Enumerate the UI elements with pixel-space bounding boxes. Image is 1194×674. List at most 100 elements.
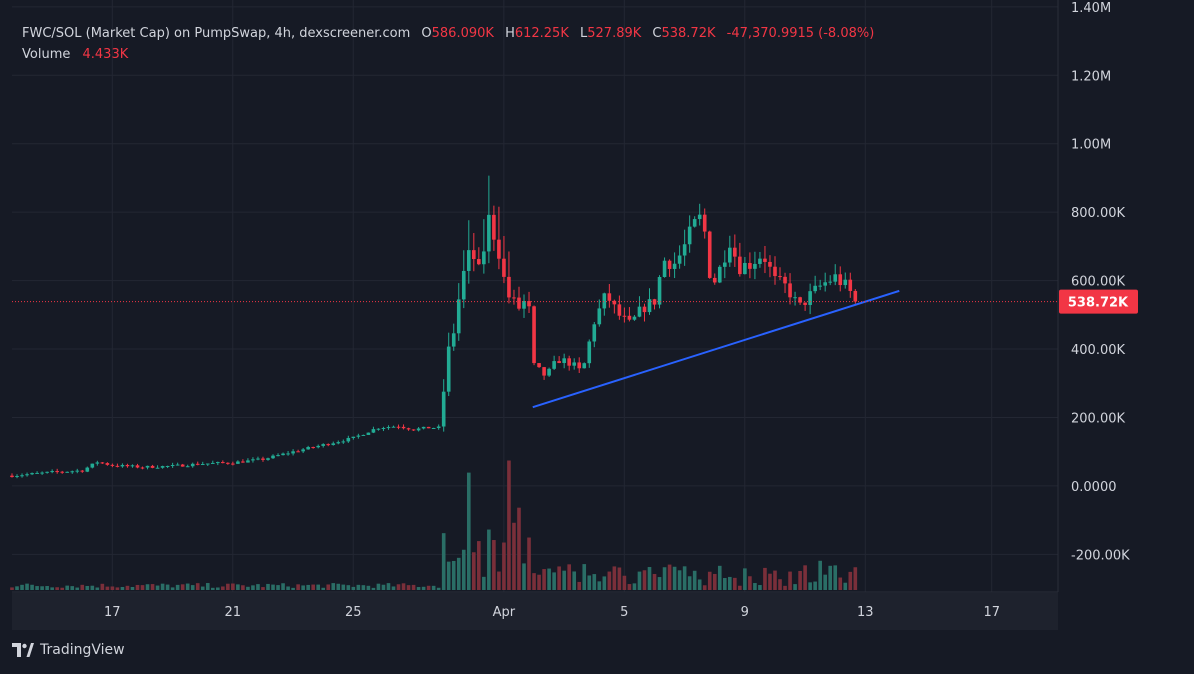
volume-bar: [602, 576, 607, 590]
volume-bar: [848, 571, 853, 590]
volume-bar: [306, 584, 310, 590]
candle-down: [135, 465, 140, 468]
candle-down: [848, 279, 853, 291]
volume-value: 4.433K: [82, 47, 129, 62]
x-tick-label: 21: [224, 605, 241, 620]
volume-bar: [361, 585, 366, 590]
volume-bar: [20, 584, 24, 590]
candle-up: [336, 442, 341, 444]
candle-down: [105, 463, 110, 465]
volume-bar: [753, 583, 757, 590]
volume-bar: [246, 586, 250, 590]
volume-bar: [200, 586, 205, 590]
volume-bar: [100, 583, 105, 590]
volume-bar: [15, 586, 19, 590]
candle-down: [125, 464, 130, 467]
volume-bar: [431, 585, 436, 590]
candle-down: [426, 426, 431, 429]
tradingview-footer[interactable]: TradingView: [12, 642, 125, 658]
volume-bar: [326, 584, 331, 590]
candle-down: [748, 262, 752, 269]
candle-up: [346, 437, 351, 442]
volume-bar: [637, 571, 642, 590]
candle-up: [331, 443, 336, 445]
candle-up: [482, 251, 486, 265]
candle-down: [10, 475, 14, 478]
volume-bar: [336, 583, 341, 590]
volume-bar: [798, 570, 802, 590]
volume-bar: [165, 584, 170, 590]
volume-bar: [115, 587, 120, 590]
volume-bar: [291, 587, 295, 590]
candle-up: [562, 358, 566, 364]
volume-bar: [537, 574, 541, 590]
high-label: H: [505, 26, 515, 41]
candle-down: [492, 214, 496, 240]
candle-down: [226, 462, 230, 464]
candle-down: [537, 363, 541, 368]
volume-bar: [522, 563, 526, 590]
candle-up: [205, 463, 210, 465]
candle-up: [416, 428, 421, 431]
x-tick-label: 17: [983, 605, 1000, 620]
volume-bar: [647, 567, 652, 590]
y-axis[interactable]: 1.40M 1.20M 1.00M 800.00K 600.00K 400.00K 200.…: [1057, 0, 1194, 592]
volume-bar: [55, 587, 59, 590]
volume-bar: [441, 533, 446, 590]
candle-up: [20, 475, 24, 477]
candle-up: [466, 250, 471, 271]
volume-bar: [572, 571, 577, 590]
candle-down: [406, 428, 411, 430]
volume-bar: [35, 586, 39, 590]
volume-bar: [391, 586, 396, 590]
volume-bar: [155, 585, 160, 590]
candle-up: [451, 333, 456, 347]
candle-up: [687, 226, 692, 245]
volume-bar: [180, 584, 185, 590]
candle-down: [778, 276, 782, 278]
candle-up: [461, 270, 466, 300]
volume-bar: [346, 585, 351, 590]
candle-down: [241, 461, 245, 463]
volume-bar: [316, 584, 321, 590]
volume-bar: [552, 572, 556, 590]
volume-bar: [497, 571, 501, 590]
volume-bar: [170, 587, 175, 590]
candle-down: [497, 239, 501, 259]
candle-down: [396, 426, 401, 428]
volume-bar: [627, 584, 632, 590]
candle-up: [130, 465, 135, 467]
candle-up: [301, 449, 305, 452]
volume-bar: [622, 575, 627, 590]
candle-down: [296, 451, 300, 453]
candle-up: [170, 465, 175, 467]
volume-bar: [215, 587, 220, 590]
candle-up: [145, 465, 150, 468]
chart-legend: FWC/SOL (Market Cap) on PumpSwap, 4h, de…: [22, 23, 874, 65]
candle-down: [527, 301, 531, 307]
volume-bar: [482, 576, 486, 590]
volume-bar: [843, 582, 848, 590]
volume-bar: [607, 571, 612, 590]
volume-bar: [728, 576, 732, 590]
volume-bar: [487, 529, 491, 590]
candle-up: [256, 458, 260, 460]
candle-up: [753, 263, 757, 269]
volume-bar: [677, 570, 682, 590]
volume-bar: [381, 584, 386, 590]
candle-up: [25, 474, 29, 476]
volume-bar: [321, 587, 326, 590]
candle-up: [40, 472, 44, 474]
candle-up: [436, 426, 441, 428]
candle-up: [160, 466, 165, 468]
volume-bar: [733, 577, 737, 590]
trendline-layer[interactable]: [532, 289, 900, 409]
candle-up: [572, 362, 577, 366]
x-axis[interactable]: 17 21 25 Apr 5 9 13 17: [12, 591, 1058, 630]
symbol-title: FWC/SOL (Market Cap) on PumpSwap, 4h, de…: [22, 26, 411, 41]
candle-up: [662, 260, 667, 277]
volume-bar: [783, 585, 787, 590]
volume-bar: [697, 579, 702, 590]
volume-bar: [592, 574, 597, 590]
